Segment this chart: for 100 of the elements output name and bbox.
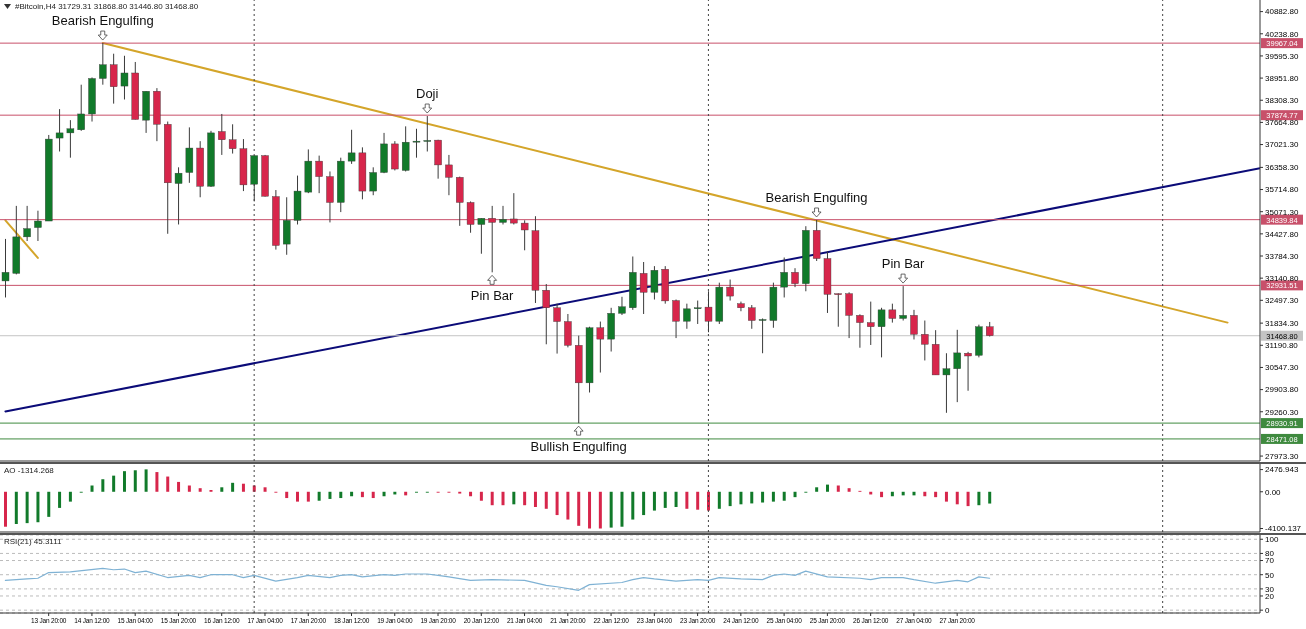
bar [166,476,170,492]
bar [523,491,527,506]
bar [771,491,775,502]
chart-title: AO -1314.268 [4,466,54,475]
candlestick [942,352,951,414]
bar [815,487,819,492]
bar [642,491,646,516]
bar [360,491,364,498]
bar [122,471,126,492]
bar [155,472,159,492]
annotation: Bearish Engulfing [51,13,154,29]
annotation: Bullish Engulfing [530,439,627,455]
bar [4,491,7,527]
chart-title: RSI(21) 45.3111 [4,537,62,546]
candlestick [618,296,626,316]
annotation: Doji [416,86,439,102]
candlestick [99,42,107,86]
bar [847,488,851,492]
y-tick-label: 40882.80 [1265,7,1299,17]
bar [490,491,494,506]
candlestick [520,219,529,251]
y-tick-label: 36358.30 [1265,163,1299,173]
candlestick [921,320,929,361]
y-tick-label: 30547.30 [1265,363,1299,373]
bar [285,491,289,499]
y-tick-label: 29260.30 [1265,407,1299,417]
candlestick [748,304,756,330]
y-tick-label: 33784.30 [1265,251,1299,261]
bar [220,487,224,492]
bar [685,491,689,509]
bar [101,479,105,492]
bar [177,481,181,492]
y-tick-label: 50 [1265,570,1275,580]
candlestick [834,292,842,328]
bar [555,491,559,516]
bar [512,491,516,505]
bar [544,491,548,509]
y-tick-label: 37664.80 [1265,118,1299,128]
bar [14,491,18,525]
bar [133,470,137,492]
bar [652,491,656,511]
bar [68,491,72,502]
y-tick-label: 38308.30 [1265,96,1299,106]
bar [144,469,148,492]
bar [263,487,267,492]
y-tick-label: 34427.80 [1265,229,1299,239]
bar [198,488,202,492]
candlestick [228,123,237,155]
y-tick-label: 32497.30 [1265,296,1299,306]
candlestick [174,166,183,225]
candlestick [953,329,961,403]
y-tick-label: 100 [1265,535,1279,545]
candlestick [888,303,897,324]
bar [728,491,732,507]
candlestick [672,299,680,339]
y-tick-label: 29903.80 [1265,385,1299,395]
y-tick-label: 39595.30 [1265,51,1299,61]
bar [880,491,884,498]
candlestick [466,200,475,234]
candlestick [553,303,561,355]
bar [966,491,970,507]
candlestick [650,265,659,301]
y-tick-label: 70 [1265,556,1275,566]
bar [296,491,300,502]
bar [825,484,829,492]
candlestick [347,129,356,165]
y-tick-label: 35714.80 [1265,185,1299,195]
bar [944,491,948,502]
bar [739,491,743,505]
candlestick [120,55,129,100]
candlestick [66,119,75,159]
bar [890,491,894,497]
y-tick-label: 35071.30 [1265,207,1299,217]
chart-title: #Bitcoin,H4 31729.31 31868.80 31446.80 31468.80 [15,2,199,11]
bar [339,491,343,499]
bar [955,491,959,505]
bar [977,491,981,506]
bar [793,491,797,498]
candlestick [283,196,291,256]
candlestick [877,307,886,358]
candlestick [109,53,118,105]
bar [566,491,570,520]
annotation: Bearish Engulfing [765,190,868,205]
bar [25,491,29,524]
candlestick [910,309,918,340]
y-tick-label: 40238.80 [1265,29,1299,39]
bar [328,491,332,499]
bar [923,491,927,497]
candlestick [445,154,453,196]
bar [696,491,700,510]
candlestick [77,84,85,132]
candlestick [693,300,702,325]
candlestick [488,205,496,273]
bar [577,491,581,526]
candlestick [780,257,788,298]
bar [598,491,602,529]
bar [750,491,754,504]
annotation: Pin Bar [470,288,515,304]
candlestick [315,155,323,194]
y-tick-label: 2476.943 [1265,465,1299,475]
